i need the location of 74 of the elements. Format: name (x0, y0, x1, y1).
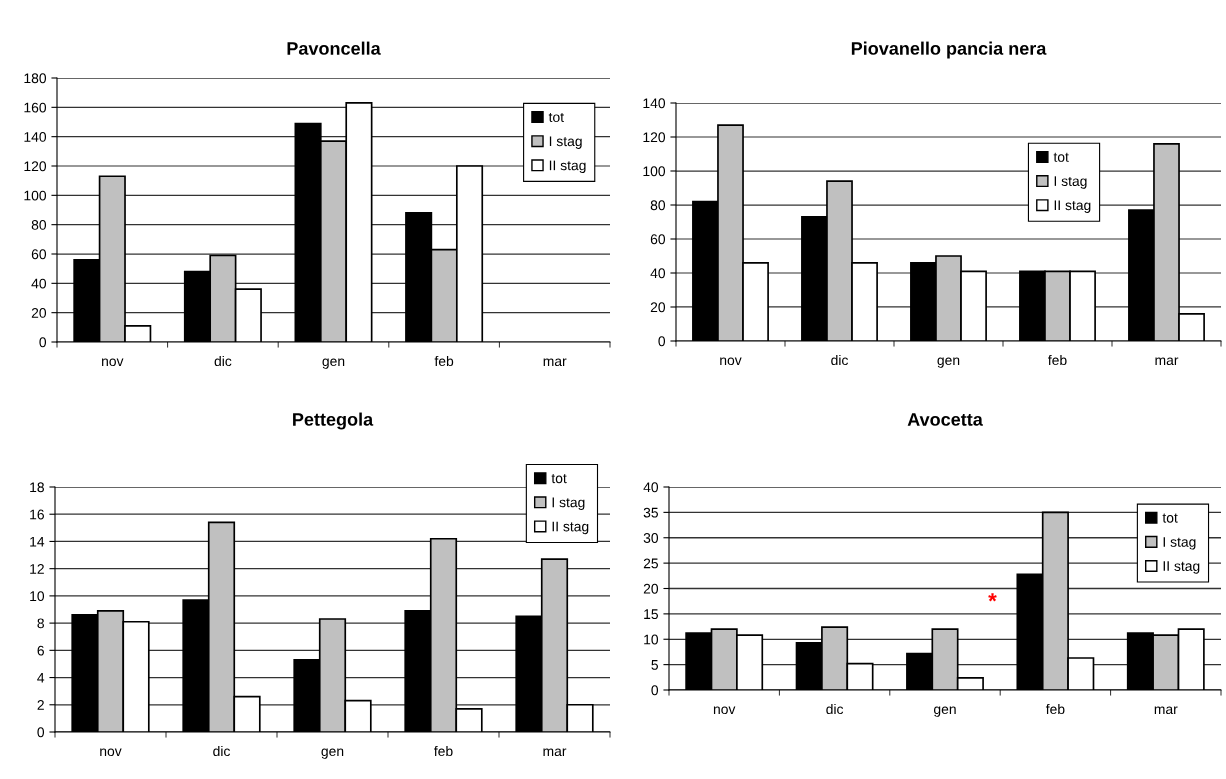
y-tick-label: 5 (651, 660, 658, 670)
x-tick-label: dic (214, 355, 232, 367)
x-tick-label: gen (934, 706, 956, 717)
y-tick-label: 0 (651, 685, 659, 696)
x-tick-label: gen (321, 748, 344, 759)
y-tick-label: 120 (643, 132, 666, 143)
y-tick-label: 25 (643, 558, 658, 569)
y-tick-label: 10 (644, 634, 659, 645)
x-tick-label: dic (831, 354, 849, 366)
y-tick-label: 20 (650, 302, 666, 313)
y-tick-label: 30 (643, 533, 659, 543)
y-tick-label: 0 (39, 337, 47, 348)
chart-title: Pavoncella (287, 41, 381, 55)
legend-label: II stag (1163, 561, 1200, 574)
x-tick-label: feb (434, 745, 453, 757)
y-tick-label: 12 (30, 564, 44, 574)
x-tick-label: dic (213, 745, 231, 757)
x-tick-label: gen (937, 357, 960, 368)
y-tick-label: 20 (643, 583, 659, 594)
chart-title: Avocetta (907, 413, 983, 426)
y-tick-label: 2 (37, 700, 44, 710)
x-tick-label: nov (720, 357, 742, 366)
x-tick-label: nov (713, 706, 736, 715)
y-tick-label: 35 (643, 507, 658, 518)
legend-label: tot (1053, 152, 1069, 162)
y-tick-label: 60 (31, 249, 47, 260)
y-tick-label: 40 (31, 278, 47, 289)
y-tick-label: 14 (30, 536, 45, 547)
y-tick-label: 100 (24, 190, 47, 201)
x-tick-label: feb (434, 355, 454, 367)
y-tick-label: 40 (643, 482, 659, 493)
y-tick-label: 140 (643, 98, 666, 109)
chart-title: Piovanello pancia nera (851, 41, 1047, 59)
legend-label: tot (1162, 513, 1178, 523)
legend-label: II stag (1054, 200, 1091, 213)
y-tick-label: 4 (37, 673, 45, 683)
x-tick-label: mar (1154, 706, 1178, 715)
y-tick-label: 160 (24, 102, 47, 113)
legend-label: II stag (549, 160, 586, 174)
legend-label: I stag (552, 497, 585, 511)
x-tick-label: feb (1048, 354, 1067, 366)
x-tick-label: mar (543, 358, 567, 367)
y-tick-label: 8 (37, 618, 44, 629)
y-tick-label: 40 (650, 268, 666, 279)
y-tick-label: 15 (644, 609, 658, 620)
annotation: * (988, 593, 997, 602)
y-tick-label: 0 (658, 336, 666, 347)
chart-title: Pettegola (293, 412, 374, 430)
x-tick-label: nov (102, 358, 124, 367)
y-tick-label: 80 (650, 200, 666, 211)
y-tick-label: 140 (24, 132, 47, 142)
y-tick-label: 18 (30, 482, 44, 493)
x-tick-label: gen (322, 358, 345, 369)
y-tick-label: 20 (31, 308, 47, 318)
y-tick-label: 60 (650, 234, 666, 245)
y-tick-label: 16 (30, 509, 44, 520)
legend-label: I stag (1054, 176, 1087, 189)
y-tick-label: 120 (24, 161, 47, 172)
x-tick-label: feb (1045, 703, 1065, 715)
x-tick-label: mar (543, 748, 567, 757)
legend-label: I stag (1163, 537, 1196, 550)
legend-label: tot (551, 474, 567, 484)
legend-label: II stag (552, 521, 589, 535)
y-tick-label: 100 (643, 166, 666, 177)
x-tick-label: dic (826, 703, 844, 715)
x-tick-label: nov (100, 748, 122, 757)
legend-label: I stag (549, 136, 582, 149)
y-tick-label: 80 (31, 220, 47, 230)
legend-label: tot (548, 112, 564, 123)
y-tick-label: 10 (30, 591, 45, 602)
y-tick-label: 6 (37, 645, 44, 656)
y-tick-label: 0 (37, 727, 45, 738)
x-tick-label: mar (1155, 357, 1179, 366)
y-tick-label: 180 (24, 73, 47, 84)
